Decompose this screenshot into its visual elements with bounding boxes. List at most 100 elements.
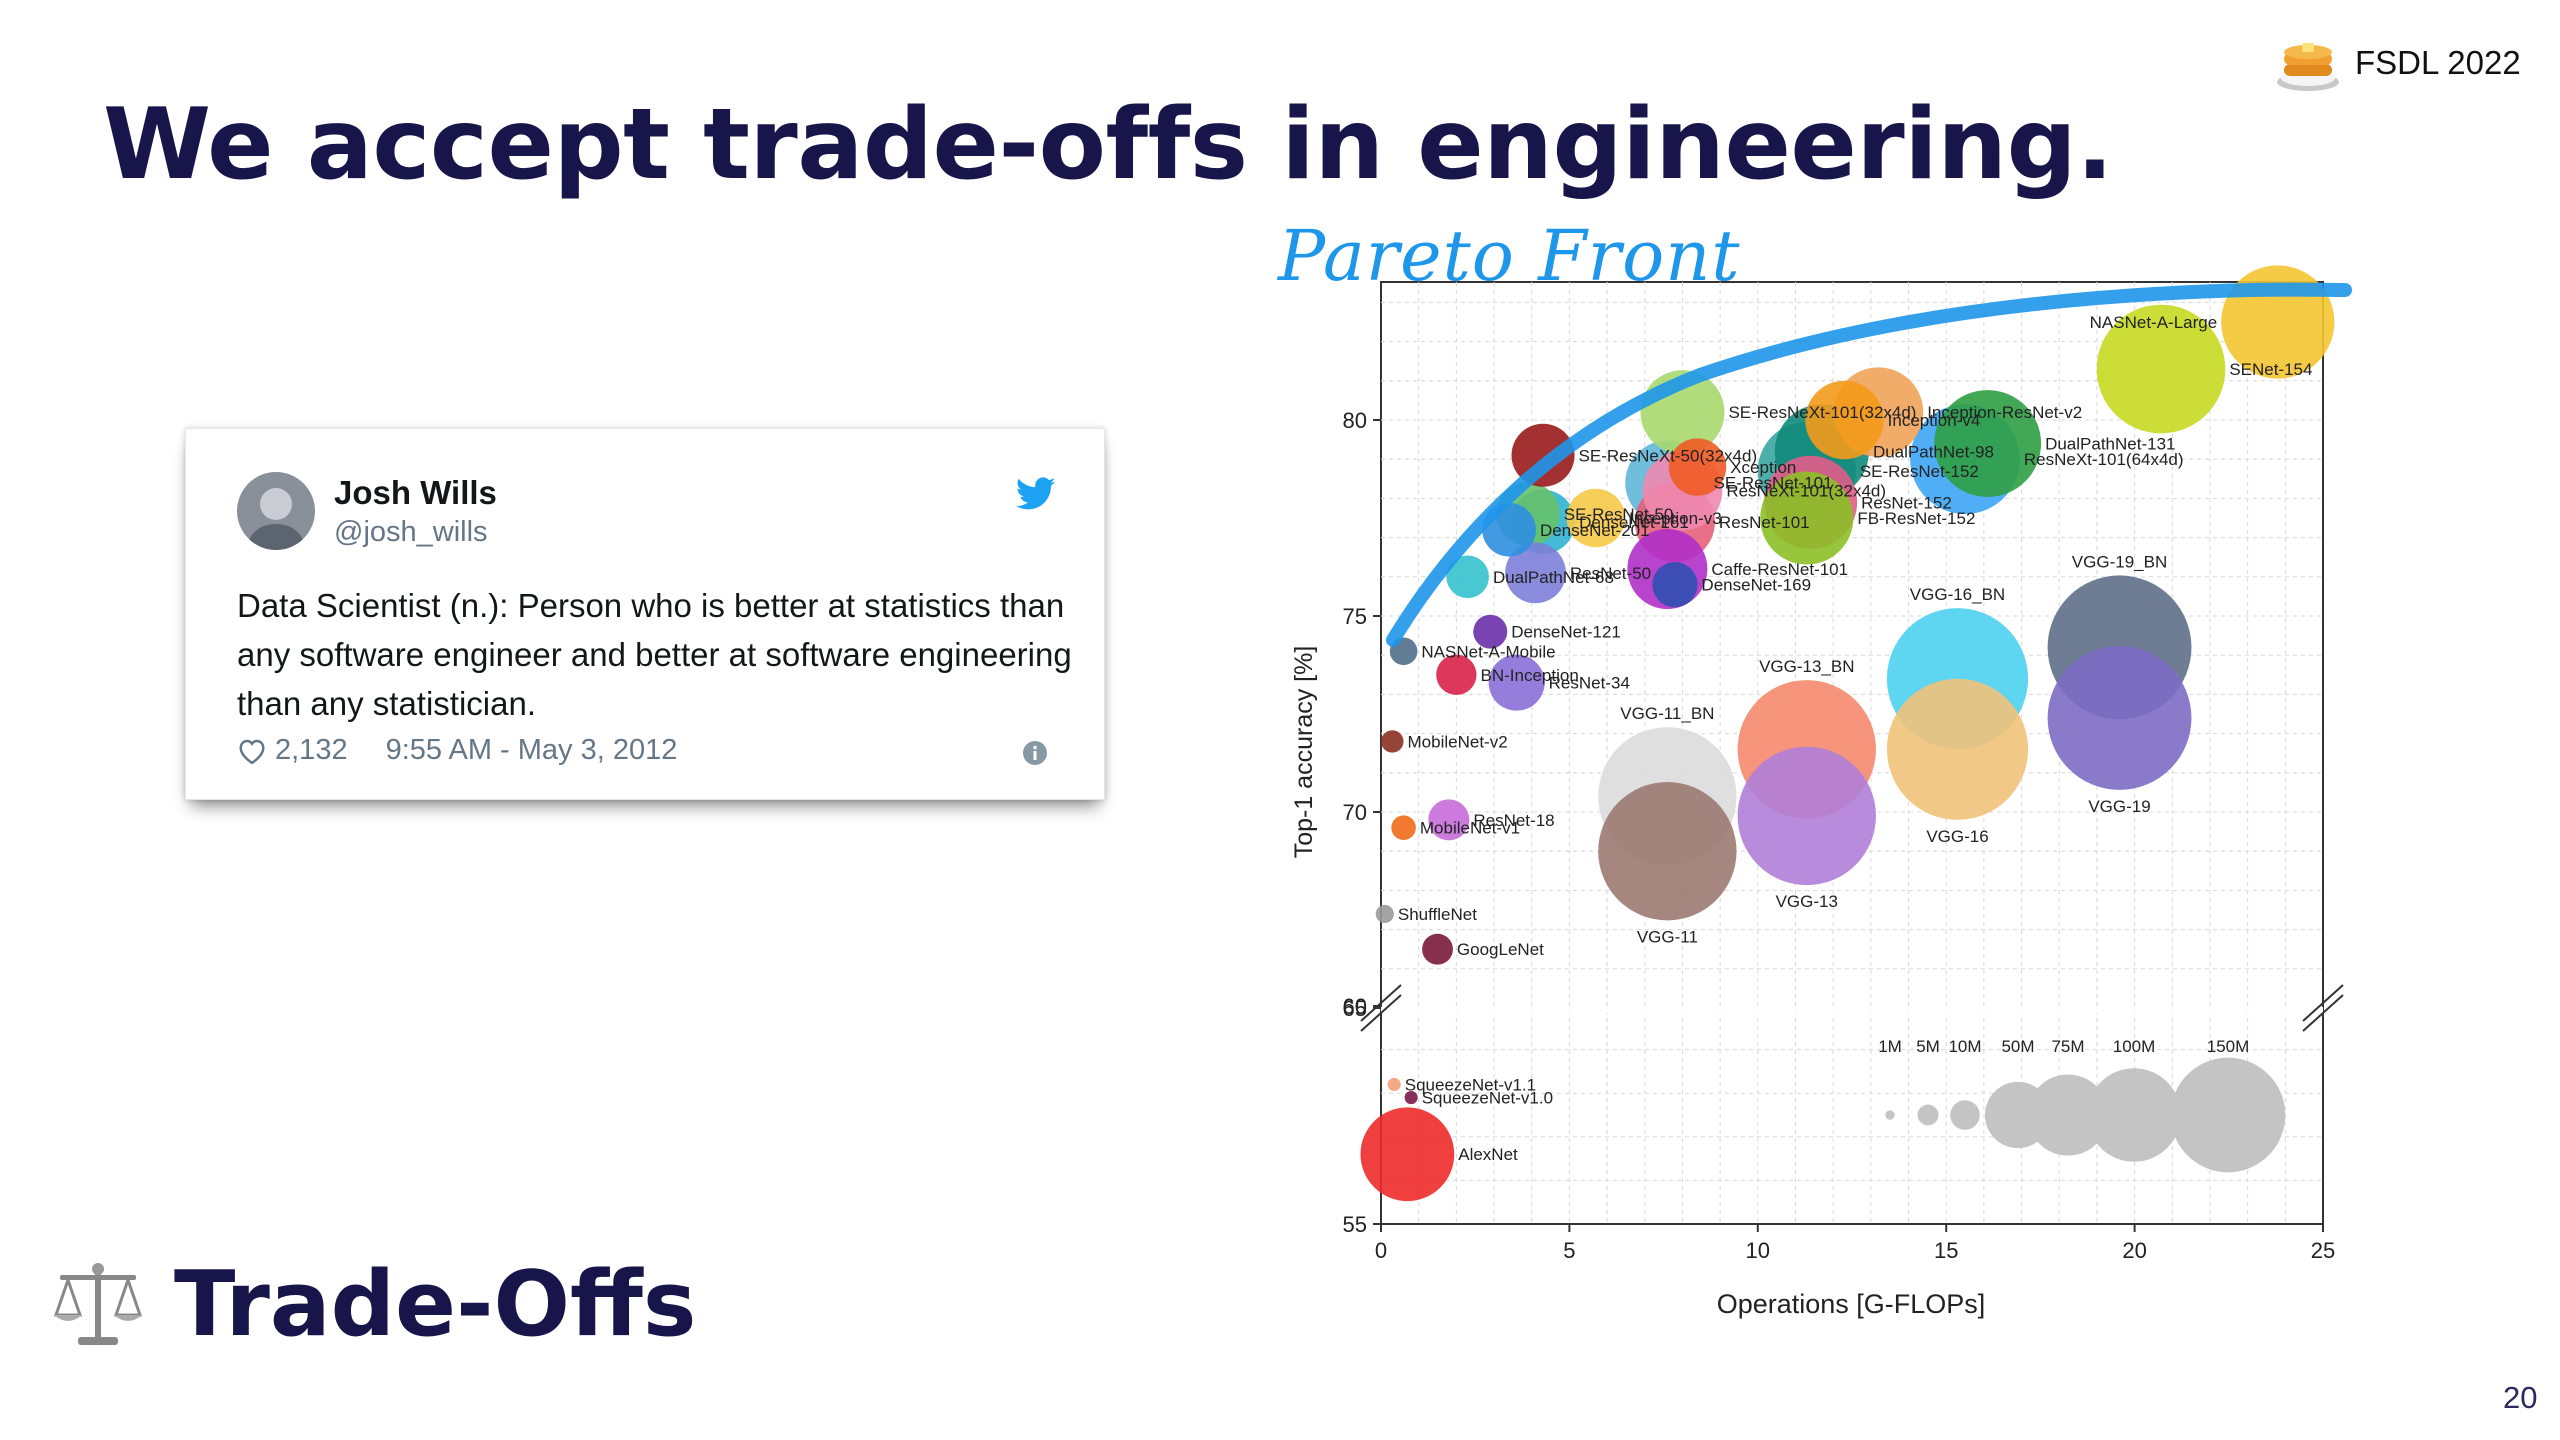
point-label: VGG-13 (1776, 892, 1838, 911)
point-label: MobileNet-v1 (1420, 819, 1520, 838)
data-point (1387, 1077, 1401, 1092)
y-tick-label: 60 (1343, 994, 1367, 1019)
point-label: SE-ResNet-101 (1713, 474, 1832, 493)
data-point (1652, 562, 1698, 608)
data-point (1381, 730, 1404, 753)
page-number: 20 (2503, 1380, 2538, 1415)
point-label: FB-ResNet-152 (1857, 509, 1975, 528)
x-tick-label: 5 (1563, 1238, 1575, 1263)
twitter-bird-icon (1016, 477, 1056, 510)
y-tick-label: 70 (1343, 800, 1367, 825)
data-point (1422, 933, 1453, 965)
x-tick-label: 20 (2122, 1238, 2146, 1263)
axis-break-mark (1360, 994, 1402, 1032)
point-label: Caffe-ResNet-101 (1711, 560, 1848, 579)
point-label: VGG-16 (1926, 827, 1988, 846)
data-point (2047, 645, 2192, 790)
heart-icon[interactable] (237, 737, 267, 765)
size-legend-bubble (1950, 1100, 1980, 1130)
tweet-text: Data Scientist (n.): Person who is bette… (237, 587, 1072, 722)
data-point (1446, 555, 1489, 599)
point-label: Inception-v3 (1629, 509, 1722, 528)
point-label: SE-ResNet-152 (1860, 462, 1979, 481)
point-label: ResNet-50 (1570, 564, 1651, 583)
tweet-likes[interactable]: 2,132 (275, 734, 348, 766)
point-label: VGG-19 (2088, 797, 2150, 816)
x-tick-label: 15 (1934, 1238, 1958, 1263)
point-label: VGG-11 (1637, 927, 1698, 946)
x-tick-label: 10 (1746, 1238, 1770, 1263)
data-point (1566, 488, 1626, 548)
avatar (237, 472, 315, 550)
point-label: DenseNet-161 (1579, 513, 1689, 532)
y-tick-label: 75 (1343, 604, 1367, 629)
data-point (1598, 782, 1737, 921)
point-label: ResNet-152 (1861, 493, 1952, 512)
size-legend-bubble (1917, 1104, 1939, 1126)
tweet-author-handle[interactable]: @josh_wills (334, 516, 488, 548)
footer: Trade-Offs (50, 1252, 696, 1357)
point-label: SE-ResNeXt-50(32x4d) (1579, 446, 1758, 465)
point-label: SE-ResNeXt-101(32x4d) (1728, 403, 1916, 422)
pareto-front-label: Pareto Front (1278, 215, 1741, 297)
data-point (1391, 815, 1416, 840)
point-label: SE-ResNet-50 (1564, 505, 1674, 524)
point-label: VGG-16_BN (1910, 585, 2005, 604)
footer-title: Trade-Offs (174, 1252, 697, 1357)
tweet-timestamp[interactable]: 9:55 AM - May 3, 2012 (385, 734, 678, 766)
data-point (1668, 438, 1727, 496)
point-label: VGG-11_BN (1620, 704, 1714, 723)
tweet-card: Josh Wills @josh_wills Data Scientist (n… (185, 428, 1105, 800)
point-label: Xception (1730, 458, 1796, 477)
balance-scale-icon (53, 1262, 143, 1345)
size-legend-label: 100M (2113, 1037, 2156, 1056)
point-label: ResNeXt-101(64x4d) (2024, 450, 2184, 469)
data-point (1428, 799, 1470, 841)
data-point (2096, 304, 2226, 434)
slide-title: We accept trade-offs in engineering. (103, 88, 2113, 202)
point-label: SqueezeNet-v1.1 (1405, 1075, 1536, 1094)
axis-break-mark (1360, 984, 1402, 1022)
size-legend-bubble (2087, 1068, 2181, 1162)
point-label: DenseNet-121 (1511, 623, 1621, 642)
y-tick-label: 55 (1343, 1212, 1367, 1237)
tweet-author-name[interactable]: Josh Wills (334, 474, 497, 511)
size-legend: 1M 5M 10M 50M 75M 100M 150M (1878, 1037, 2286, 1173)
point-label: Inception-v4 (1888, 411, 1981, 430)
x-tick-label: 25 (2311, 1238, 2335, 1263)
point-label: VGG-19_BN (2072, 552, 2167, 571)
point-label: ResNet-34 (1549, 674, 1630, 693)
size-legend-label: 75M (2051, 1037, 2084, 1056)
x-axis-label: Operations [G-FLOPs] (1717, 1289, 1986, 1319)
point-label: DenseNet-169 (1701, 576, 1811, 595)
point-label: MobileNet-v2 (1408, 732, 1508, 751)
data-point (1488, 654, 1545, 711)
point-label: DualPathNet-131 (2045, 435, 2175, 454)
axis-break-mark (2302, 984, 2344, 1022)
point-label: AlexNet (1458, 1145, 1518, 1164)
point-label: ShuffleNet (1398, 905, 1477, 924)
point-labels: NASNet-A-Large SENet-154 Inception-ResNet-… (1398, 313, 2313, 1164)
point-label: SqueezeNet-v1.0 (1422, 1089, 1553, 1108)
size-legend-label: 50M (2001, 1037, 2034, 1056)
pareto-front-curve (1386, 282, 2352, 647)
point-label: GoogLeNet (1457, 940, 1544, 959)
data-point (1505, 542, 1566, 604)
size-legend-label: 1M (1878, 1037, 1902, 1056)
size-legend-label: 150M (2207, 1037, 2250, 1056)
brand: FSDL 2022 (2275, 34, 2521, 92)
brand-label: FSDL 2022 (2355, 44, 2521, 81)
y-tick-label: 65 (1343, 996, 1367, 1021)
point-label: Inception-ResNet-v2 (1927, 403, 2082, 422)
point-label: DenseNet-201 (1540, 521, 1650, 540)
point-label: NASNet-A-Mobile (1421, 642, 1555, 661)
info-icon[interactable] (1022, 740, 1048, 766)
data-point (1473, 614, 1508, 649)
data-point (1737, 746, 1876, 886)
y-axis-label: Top-1 accuracy [%] (1290, 646, 1318, 859)
data-point (1436, 654, 1477, 695)
axes: 0 5 10 15 20 25 65 70 75 80 55 60 (1343, 408, 2344, 1263)
x-tick-label: 0 (1375, 1238, 1387, 1263)
point-label: DualPathNet-98 (1873, 442, 1994, 461)
size-legend-label: 5M (1916, 1037, 1940, 1056)
